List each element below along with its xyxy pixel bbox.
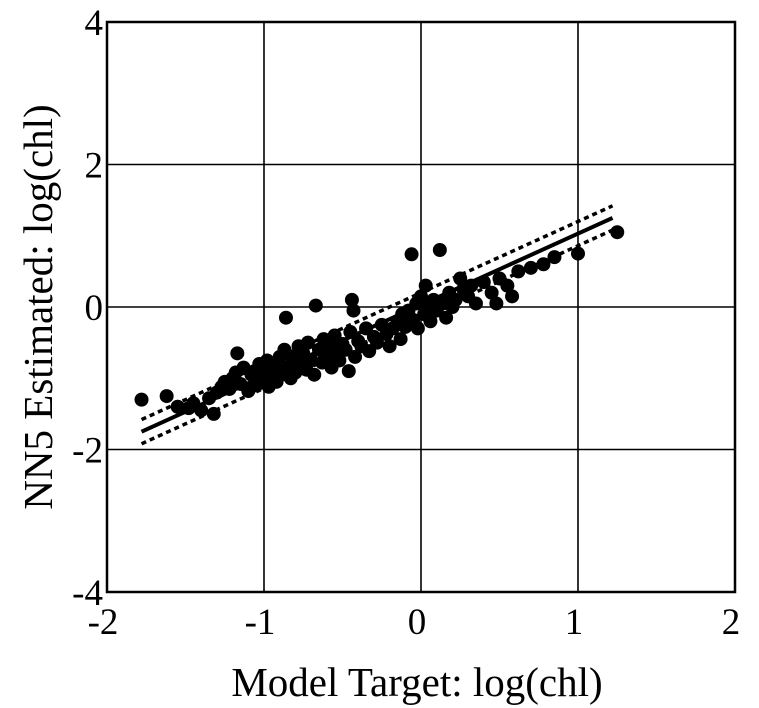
y-tick-label: 4: [85, 3, 104, 44]
x-axis-title: Model Target: log(chl): [231, 659, 602, 705]
data-point: [343, 324, 358, 339]
x-tick-label: 2: [722, 602, 741, 643]
data-point: [278, 310, 293, 325]
data-point: [348, 349, 363, 364]
data-point: [571, 246, 585, 261]
x-tick-label: 1: [565, 602, 584, 643]
x-tick-label: -2: [88, 602, 119, 643]
data-point: [418, 278, 433, 293]
data-point: [159, 389, 174, 404]
data-point: [453, 271, 468, 286]
x-tick-label: -1: [245, 602, 276, 643]
data-point: [304, 353, 319, 368]
y-tick-label: 2: [85, 146, 104, 187]
y-tick-label: -2: [72, 431, 103, 472]
data-point: [500, 278, 515, 293]
data-point: [332, 353, 347, 368]
data-point: [536, 257, 551, 272]
data-point: [307, 367, 322, 382]
data-point: [222, 381, 237, 396]
data-point: [547, 250, 562, 265]
data-point: [170, 399, 185, 414]
y-tick-label: 0: [85, 288, 104, 329]
data-point: [410, 321, 425, 336]
data-point: [344, 292, 359, 307]
data-point: [194, 403, 209, 418]
y-axis-title: NN5 Estimated: log(chl): [15, 104, 61, 509]
data-point: [448, 292, 463, 307]
data-point: [404, 247, 419, 262]
scatter-points: [134, 225, 625, 421]
data-point: [393, 332, 408, 347]
data-point: [432, 243, 447, 257]
data-point: [206, 406, 221, 421]
plot-frame: [105, 20, 737, 594]
data-point: [484, 285, 499, 300]
data-point: [346, 303, 361, 318]
data-point: [423, 314, 438, 329]
data-point: [511, 264, 526, 279]
data-point: [439, 310, 454, 325]
data-point: [308, 298, 323, 313]
data-point: [468, 296, 483, 311]
data-point: [464, 278, 479, 293]
data-point: [505, 289, 520, 304]
data-point: [300, 335, 315, 350]
data-point: [414, 289, 428, 304]
data-point: [341, 364, 356, 379]
y-tick-label: -4: [72, 573, 103, 614]
data-point: [476, 275, 491, 290]
data-point: [319, 349, 334, 364]
x-tick-labels: -2 -1 0 1 2: [88, 602, 741, 643]
data-point: [489, 296, 504, 311]
x-tick-label: 0: [408, 602, 427, 643]
data-point: [382, 339, 397, 354]
data-point: [370, 335, 385, 350]
data-point: [230, 346, 245, 361]
data-point: [523, 260, 538, 275]
data-point: [134, 392, 149, 407]
y-tick-labels: -4 -2 0 2 4: [72, 3, 103, 614]
data-point: [269, 374, 284, 389]
data-point: [610, 225, 625, 240]
